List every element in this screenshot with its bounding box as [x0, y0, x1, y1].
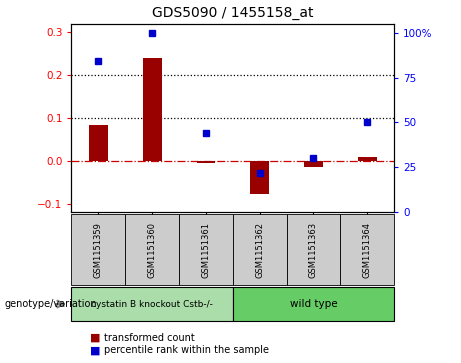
Text: GSM1151359: GSM1151359 [94, 222, 103, 277]
Text: genotype/variation: genotype/variation [5, 299, 97, 309]
Bar [304, 161, 323, 167]
Text: GSM1151364: GSM1151364 [363, 221, 372, 278]
Bar [89, 125, 108, 161]
Text: ■: ■ [90, 333, 100, 343]
Text: percentile rank within the sample: percentile rank within the sample [104, 345, 269, 355]
Text: GSM1151361: GSM1151361 [201, 221, 210, 278]
Text: wild type: wild type [290, 299, 337, 309]
Text: GSM1151362: GSM1151362 [255, 221, 264, 278]
Text: cystatin B knockout Cstb-/-: cystatin B knockout Cstb-/- [91, 299, 213, 309]
Bar [196, 161, 215, 163]
Text: GSM1151360: GSM1151360 [148, 221, 157, 278]
Text: transformed count: transformed count [104, 333, 195, 343]
Bar [250, 161, 269, 194]
Text: GSM1151363: GSM1151363 [309, 221, 318, 278]
Text: ■: ■ [90, 345, 100, 355]
Bar [358, 156, 377, 161]
Title: GDS5090 / 1455158_at: GDS5090 / 1455158_at [152, 6, 313, 20]
Bar [143, 58, 161, 161]
